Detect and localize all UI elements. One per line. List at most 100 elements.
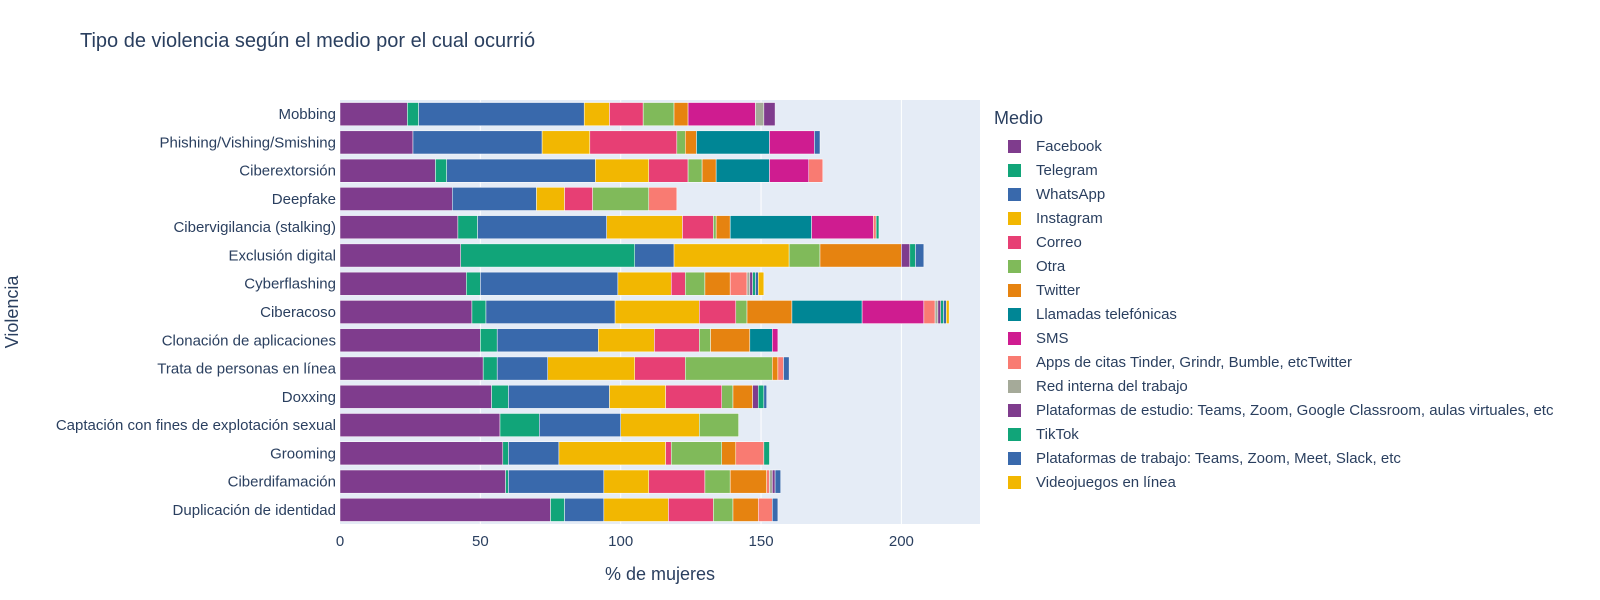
y-tick-label: Grooming (270, 445, 336, 462)
legend-swatch (1008, 283, 1021, 297)
legend-label: Correo (1036, 233, 1082, 251)
bar-segment (496, 328, 599, 353)
bar-segment (752, 271, 756, 296)
bar-segment (614, 300, 700, 324)
bar-segment (457, 215, 478, 240)
bar-segment (915, 243, 925, 268)
bar-segment (418, 102, 585, 126)
bar-segment (595, 158, 650, 183)
bar-segment (755, 102, 765, 126)
legend-item[interactable]: Facebook (994, 134, 1553, 158)
bar-segment (791, 300, 863, 324)
bar-segment (460, 243, 635, 268)
legend-item[interactable]: Plataformas de trabajo: Teams, Zoom, Mee… (994, 446, 1553, 470)
bar-segment (777, 356, 784, 381)
bar-segment (609, 102, 644, 126)
bar-segment (339, 441, 504, 466)
bar-segment (715, 158, 770, 183)
bar-segment (746, 300, 793, 324)
bar-segment (937, 300, 941, 324)
bar-segment (480, 271, 619, 296)
legend-swatch (1008, 187, 1021, 201)
bar-segment (654, 328, 700, 353)
bar-segment (769, 469, 773, 494)
bar-segment (685, 356, 773, 381)
bar-segment (769, 130, 815, 155)
bar-segment (774, 469, 781, 494)
y-tick-label: Trata de personas en línea (157, 361, 336, 378)
legend-label: WhatsApp (1036, 185, 1106, 203)
bar-segment (564, 187, 593, 211)
legend-label: Instagram (1036, 209, 1103, 227)
bar-segment (642, 102, 675, 126)
legend-label: Plataformas de trabajo: Teams, Zoom, Mee… (1036, 449, 1401, 467)
bar-segment (772, 469, 776, 494)
legend-item[interactable]: Red interna del trabajo (994, 374, 1553, 398)
legend-item[interactable]: Twitter (994, 278, 1553, 302)
legend-label: Apps de citas Tinder, Grindr, Bumble, et… (1036, 353, 1352, 371)
bar-segment (763, 384, 767, 409)
bar-segment (699, 300, 737, 324)
legend-item[interactable]: Correo (994, 230, 1553, 254)
bar-segment (339, 498, 551, 522)
bar-segment (603, 469, 650, 494)
legend-label: Llamadas telefónicas (1036, 305, 1177, 323)
bar-segment (502, 441, 509, 466)
bar-segment (735, 300, 748, 324)
y-tick-label: Doxxing (282, 389, 336, 406)
bar-segment (339, 215, 459, 240)
bar-segment (687, 158, 703, 183)
bar-segment (808, 158, 824, 183)
bar-segment (861, 300, 925, 324)
bar-segment (648, 187, 678, 211)
bar-segment (757, 498, 773, 522)
bar-segment (592, 187, 650, 211)
bar-segment (606, 215, 683, 240)
bar-segment (732, 384, 753, 409)
bar-segment (788, 243, 821, 268)
bar-segment (749, 328, 773, 353)
legend-item[interactable]: Telegram (994, 158, 1553, 182)
y-tick-label: Clonación de aplicaciones (162, 332, 336, 349)
bar-segment (873, 215, 877, 240)
legend-item[interactable]: Llamadas telefónicas (994, 302, 1553, 326)
legend-item[interactable]: Instagram (994, 206, 1553, 230)
legend-item[interactable]: Plataformas de estudio: Teams, Zoom, Goo… (994, 398, 1553, 422)
legend-swatch (1008, 475, 1021, 489)
bar-segment (696, 130, 770, 155)
legend-swatch (1008, 427, 1021, 441)
bar-segment (757, 271, 765, 296)
bar-segment (685, 130, 697, 155)
bar-segment (755, 271, 759, 296)
legend-label: Facebook (1036, 137, 1102, 155)
bar-segment (819, 243, 902, 268)
legend-title: Medio (994, 108, 1044, 128)
y-tick-label: Captación con fines de explotación sexua… (56, 417, 336, 434)
legend-swatch (1008, 379, 1021, 393)
bar-segment (940, 300, 944, 324)
legend-swatch (1008, 331, 1021, 345)
legend-item[interactable]: Videojuegos en línea (994, 470, 1553, 494)
bar-segment (485, 300, 616, 324)
legend-swatch (1008, 259, 1021, 273)
bar-segment (491, 384, 509, 409)
legend-item[interactable]: Otra (994, 254, 1553, 278)
y-tick-labels: Duplicación de identidad Ciberdifamación G… (56, 106, 337, 519)
legend-items: Facebook Telegram WhatsApp Instagram Correo O… (994, 134, 1553, 494)
chart-title: Tipo de violencia según el medio por el … (80, 30, 536, 52)
legend-item[interactable]: TikTok (994, 422, 1553, 446)
y-tick-label: Phishing/Vishing/Smishing (160, 134, 337, 151)
legend-item[interactable]: SMS (994, 326, 1553, 350)
bar-segment (901, 243, 911, 268)
bar-segment (729, 469, 767, 494)
bar-segment (685, 271, 706, 296)
legend-item[interactable]: WhatsApp (994, 182, 1553, 206)
bar-segment (480, 328, 498, 353)
bar-segment (597, 328, 655, 353)
bar-segment (482, 356, 498, 381)
bar-segment (704, 469, 731, 494)
legend-item[interactable]: Apps de citas Tinder, Grindr, Bumble, et… (994, 350, 1553, 374)
bar-segment (339, 243, 461, 268)
bar-segment (339, 413, 501, 437)
